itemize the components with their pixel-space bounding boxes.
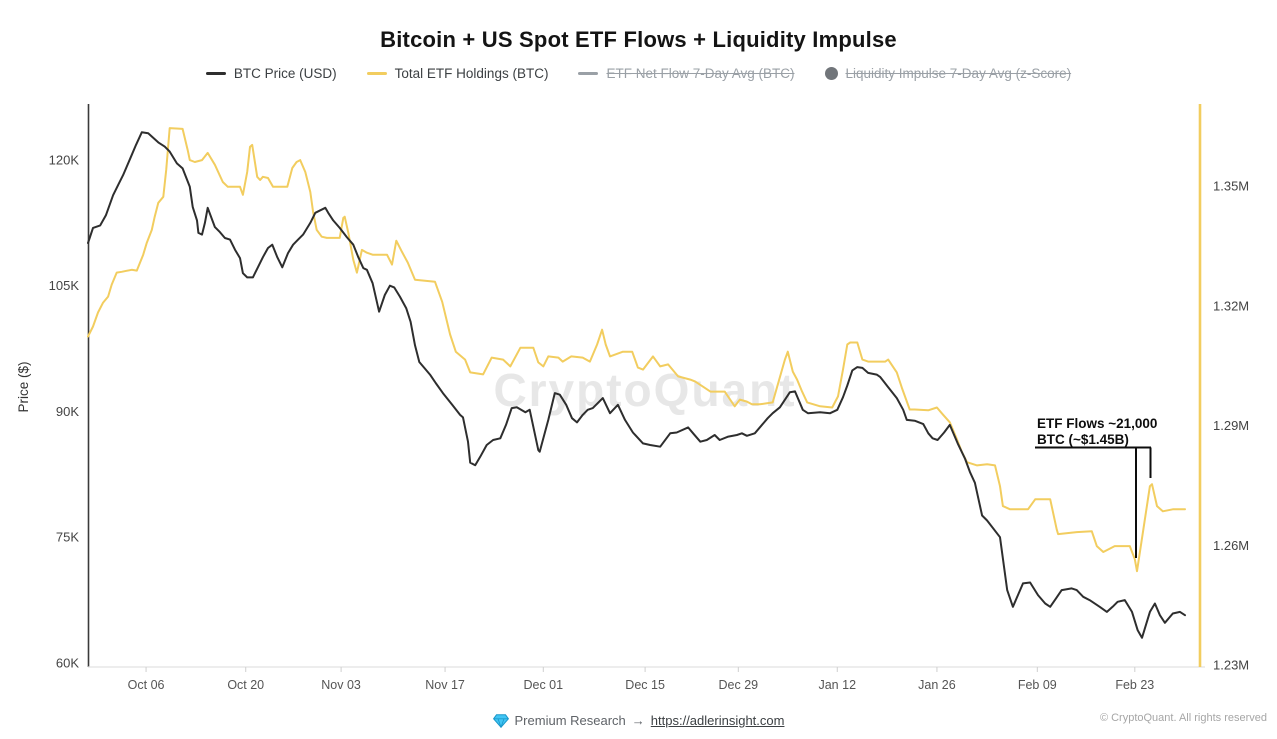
copyright-text: © CryptoQuant. All rights reserved [1099,712,1267,724]
legend-item-label: Liquidity Impulse 7-Day Avg (z-Score) [845,66,1072,81]
legend-line-icon [366,72,387,75]
legend-item-3[interactable]: Liquidity Impulse 7-Day Avg (z-Score) [824,66,1072,81]
chart-title: Bitcoin + US Spot ETF Flows + Liquidity … [380,27,897,52]
legend-item-label: Total ETF Holdings (BTC) [394,66,549,81]
legend: BTC Price (USD) Total ETF Holdings (BTC) E… [0,66,1277,81]
footer-link[interactable]: https://adlerinsight.com [650,713,785,728]
legend-line-icon [578,72,599,75]
legend-item-label: ETF Net Flow 7-Day Avg (BTC) [606,66,795,81]
right-axis-tick-label: 1.26M [1213,538,1249,553]
etf-holdings-line [87,127,1186,573]
x-axis-tick-label: Feb 23 [1115,678,1154,692]
x-axis-tick-label: Jan 12 [818,678,856,692]
left-axis-tick-label: 60K [56,655,79,670]
legend-item-2[interactable]: ETF Net Flow 7-Day Avg (BTC) [578,66,795,81]
x-axis-tick-label: Dec 29 [719,678,759,692]
left-axis-tick-label: 120K [49,153,80,168]
annotation-text-line2: BTC (~$1.45B) [1037,432,1129,447]
left-axis-tick-label: 105K [49,278,80,293]
x-axis-tick-label: Nov 03 [321,678,361,692]
right-axis-tick-label: 1.32M [1213,298,1249,313]
x-axis-tick-label: Oct 06 [128,678,165,692]
x-axis-tick-label: Feb 09 [1018,678,1057,692]
btc-price-line [87,131,1186,639]
right-axis-tick-label: 1.23M [1213,658,1249,673]
legend-item-0[interactable]: BTC Price (USD) [205,66,337,81]
x-axis-tick-label: Nov 17 [425,678,465,692]
x-axis-tick-label: Dec 01 [523,678,563,692]
legend-line-icon [205,72,226,75]
arrow-glyph: → [631,713,645,728]
legend-item-label: BTC Price (USD) [233,66,337,81]
x-axis-tick-label: Oct 20 [227,678,264,692]
watermark: CryptoQuant [493,364,796,416]
footer-premium-text: Premium Research [514,713,626,728]
diamond-icon [492,713,509,728]
right-axis-tick-label: 1.29M [1213,418,1249,433]
legend-item-1[interactable]: Total ETF Holdings (BTC) [366,66,549,81]
annotation-text-line1: ETF Flows ~21,000 [1037,416,1157,431]
left-axis-title: Price ($) [16,361,31,412]
left-axis-tick-label: 75K [56,530,79,545]
x-axis-tick-label: Dec 15 [625,678,665,692]
footer-premium: Premium Research → https://adlerinsight.… [0,713,1277,728]
annotation-callout-lines [1035,446,1152,558]
right-axis-tick-label: 1.35M [1213,179,1249,194]
x-axis-tick-label: Jan 26 [918,678,956,692]
legend-dot-icon [824,67,838,80]
left-axis-tick-label: 90K [56,404,79,419]
